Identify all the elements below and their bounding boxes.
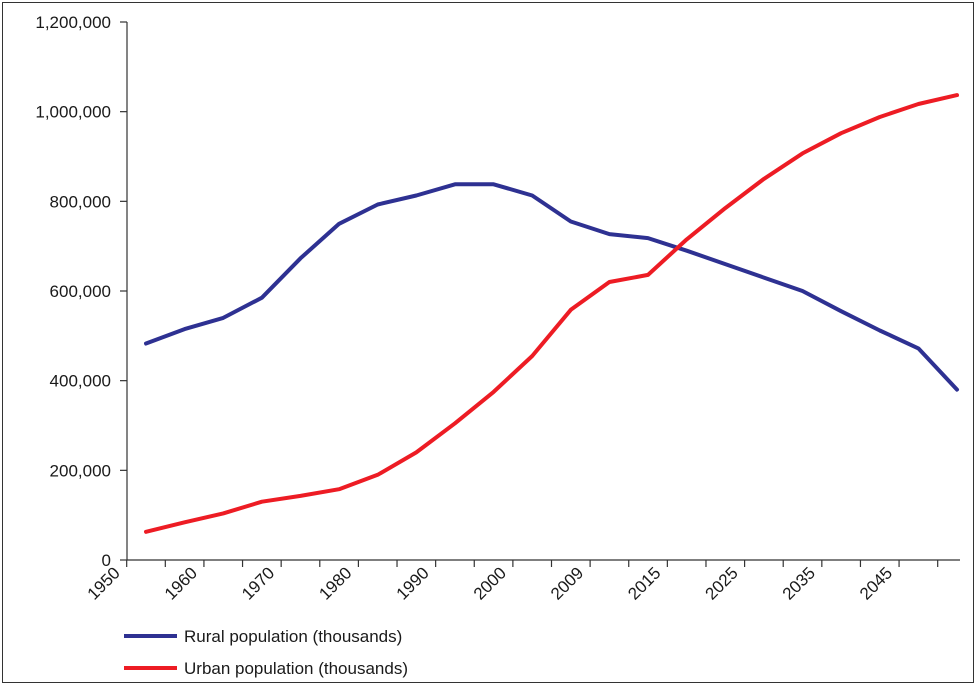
legend-label: Urban population (thousands) — [184, 659, 408, 678]
x-tick-label: 2015 — [624, 563, 664, 603]
x-tick-label: 1970 — [238, 563, 278, 603]
x-tick-label: 2009 — [547, 563, 587, 603]
x-tick-label: 2025 — [702, 563, 742, 603]
chart-axes: 0 200,000 400,000 600,000 800,000 1,000,000 1,… — [35, 13, 960, 604]
x-tick-label: 1960 — [161, 563, 201, 603]
chart-legend: Rural population (thousands) Urban popula… — [124, 627, 408, 678]
y-tick-label: 1,000,000 — [35, 103, 111, 122]
legend-label: Rural population (thousands) — [184, 627, 402, 646]
x-tick-label: 1980 — [315, 563, 355, 603]
x-tick-label: 2045 — [856, 563, 896, 603]
y-tick-label: 600,000 — [50, 282, 111, 301]
x-tick-label: 2035 — [779, 563, 819, 603]
x-tick-label: 1950 — [84, 563, 124, 603]
y-tick-label: 1,200,000 — [35, 13, 111, 32]
x-tick-label: 2000 — [470, 563, 510, 603]
urban-population-line — [144, 93, 959, 534]
y-tick-label: 200,000 — [50, 461, 111, 480]
rural-population-line — [144, 182, 959, 392]
chart-series — [144, 93, 959, 534]
x-tick-label: 1990 — [393, 563, 433, 603]
y-tick-label: 800,000 — [50, 192, 111, 211]
y-tick-label: 0 — [102, 551, 111, 570]
y-tick-label: 400,000 — [50, 372, 111, 391]
